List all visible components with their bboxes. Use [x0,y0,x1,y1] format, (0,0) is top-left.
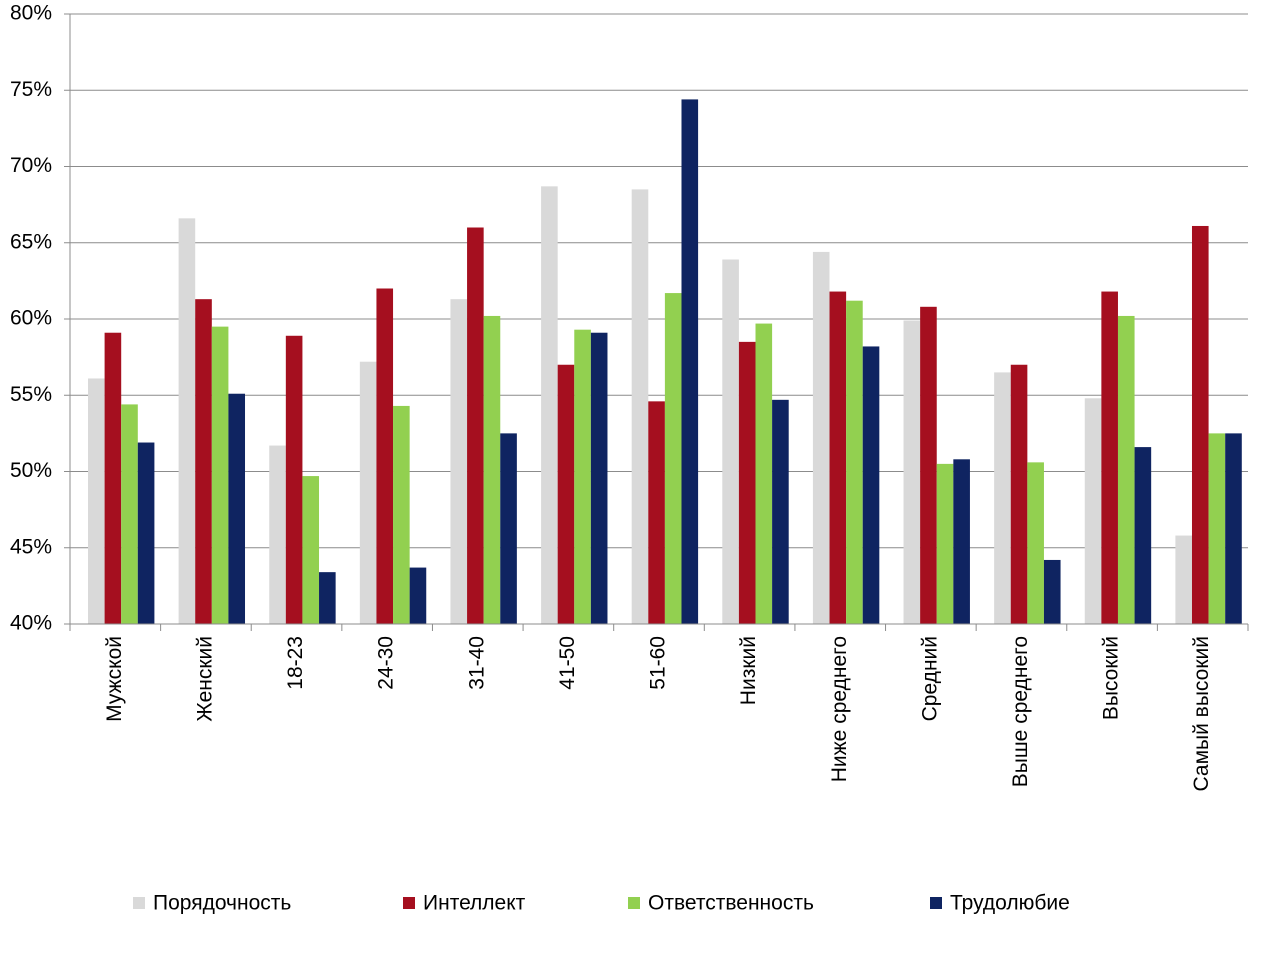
bar [104,332,122,624]
x-tick-label: Женский [193,636,216,722]
y-tick-label: 55% [10,383,52,406]
bar [1043,559,1061,624]
bar [846,300,863,624]
bar [1134,447,1152,624]
bar [953,459,970,624]
y-tick-label: 65% [10,230,52,253]
y-tick-label: 40% [10,612,52,635]
bar [862,346,880,624]
bar [178,218,196,624]
bar [269,445,286,624]
y-tick-label: 70% [10,154,52,177]
y-tick-label: 60% [10,307,52,330]
bar [467,227,484,624]
x-tick-label: Средний [918,636,941,721]
bar [228,393,246,624]
bar [829,291,847,624]
bar [920,306,937,624]
bar [590,332,608,624]
bar [319,572,336,624]
x-tick-label: 18-23 [284,636,307,690]
bar [500,433,517,624]
x-tick-label: Выше среднего [1009,636,1032,787]
x-tick-label: 31-40 [465,636,488,690]
bar [541,186,558,624]
bar [903,320,921,624]
legend-label: Ответственность [648,892,814,915]
legend-label: Трудолюбие [950,892,1070,915]
bar [376,288,394,624]
bar [1191,225,1209,624]
y-tick-label: 80% [10,2,52,25]
bar [772,399,789,624]
bar [648,401,665,624]
bar [195,299,212,624]
x-tick-label: Высокий [1100,636,1123,720]
bar [285,335,303,624]
bar [574,329,591,624]
legend-swatch [403,897,415,909]
bar [722,259,739,624]
bar [994,372,1011,624]
bar [1101,291,1118,624]
bar [1175,535,1192,624]
bar [681,99,699,624]
bar [121,404,138,624]
bar [755,323,773,624]
bar [1027,462,1044,624]
bar [557,364,575,624]
bar [137,442,155,624]
bar [1225,433,1242,624]
bar [359,361,377,624]
bar [483,315,501,624]
x-tick-label: 51-60 [647,636,670,690]
y-tick-label: 45% [10,535,52,558]
bar [664,293,682,624]
bar [738,341,756,624]
legend-label: Интеллект [423,892,526,915]
x-tick-label: 24-30 [375,636,398,690]
y-tick-label: 75% [10,78,52,101]
x-tick-label: Низкий [737,636,760,705]
bar [1084,398,1102,624]
legend-swatch [133,897,145,909]
bar [1117,315,1135,624]
bar [88,378,105,624]
y-tick-label: 50% [10,459,52,482]
legend-swatch [628,897,640,909]
bar [936,463,954,624]
x-tick-label: Самый высокий [1190,636,1213,792]
legend-label: Порядочность [153,892,291,915]
bar [302,476,320,624]
bar [1208,433,1226,624]
bar [409,567,427,624]
bar [393,405,410,624]
bar [812,251,830,624]
x-tick-label: Ниже среднего [828,636,851,782]
legend-swatch [930,897,942,909]
bar [1010,364,1028,624]
bar [211,326,229,624]
bar [450,299,468,624]
x-tick-label: Мужской [103,636,126,722]
bar [631,189,649,624]
x-tick-label: 41-50 [556,636,579,690]
